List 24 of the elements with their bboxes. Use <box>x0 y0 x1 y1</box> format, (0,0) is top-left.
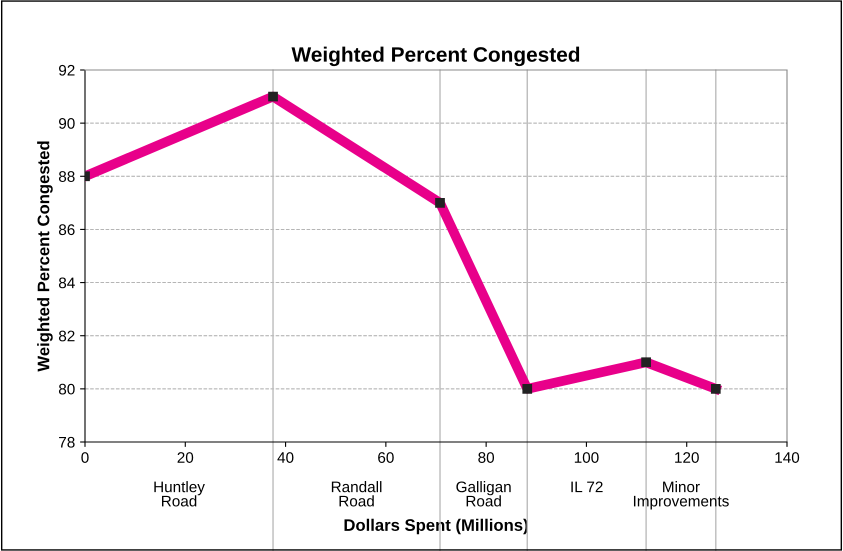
x-tick-label: 120 <box>675 452 699 463</box>
y-tick-label: 88 <box>58 171 75 182</box>
y-tick-label: 82 <box>58 330 75 342</box>
x-tick-label: 100 <box>574 452 599 463</box>
chart-title: Weighted Percent Congested <box>292 46 580 66</box>
y-tick-label: 78 <box>59 436 75 448</box>
text: Galligan Road <box>456 481 511 507</box>
text: IL 72 <box>571 481 603 492</box>
x-tick-label: 40 <box>277 452 294 463</box>
y-tick-label: 90 <box>59 118 75 129</box>
x-tick-label: 140 <box>775 452 800 463</box>
y-axis-title: Weighted Percent Congested <box>37 141 53 372</box>
x-tick-label: 80 <box>478 452 494 463</box>
text: Randall Road <box>332 481 382 507</box>
y-tick-label: 84 <box>58 277 75 288</box>
x-axis-title: Dollars Spent (Millions) <box>344 518 528 534</box>
y-tick-label: 92 <box>59 64 75 76</box>
x-tick-label: 20 <box>178 452 194 463</box>
y-tick-label: 86 <box>58 224 75 236</box>
x-tick-label: 60 <box>378 452 394 463</box>
text: Huntley Road <box>154 481 205 507</box>
y-tick-label: 80 <box>58 384 75 395</box>
x-tick-label: 0 <box>81 452 89 463</box>
text: Minor Improvements <box>634 481 729 510</box>
